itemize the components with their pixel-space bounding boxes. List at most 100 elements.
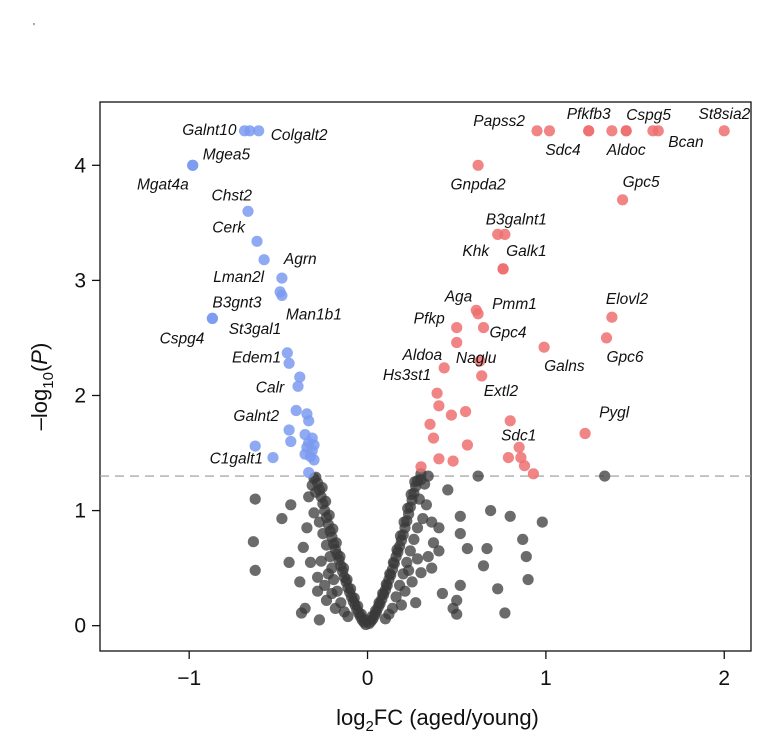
ns-point [411, 522, 424, 534]
ns-point [520, 551, 532, 563]
ns-point [599, 470, 611, 482]
gene-label-naglu: Naglu [456, 350, 497, 367]
up-point [476, 370, 488, 382]
ns-point [301, 522, 313, 534]
ns-point [342, 610, 354, 623]
gene-label-b3galnt1: B3galnt1 [486, 211, 547, 228]
ns-point [348, 592, 360, 604]
ns-point [411, 553, 424, 565]
ns-point [304, 556, 317, 569]
gene-label-lman2l: Lman2l [213, 269, 264, 286]
down-point [292, 380, 304, 392]
ns-point [406, 576, 418, 588]
y-tick-label: 2 [74, 384, 86, 407]
ns-point [327, 523, 339, 535]
ns-point [499, 607, 511, 619]
ns-point [341, 574, 353, 586]
ns-point [403, 564, 415, 577]
gene-label-pygl: Pygl [599, 405, 630, 422]
ns-point [334, 551, 346, 563]
ns-point [422, 551, 434, 563]
up-point [431, 387, 443, 399]
down-point [276, 289, 288, 301]
ns-point [485, 505, 497, 517]
ns-point [285, 499, 297, 511]
ns-point [387, 556, 399, 569]
gene-label-st3gal1: St3gal1 [229, 321, 282, 338]
gene-label-aldoc: Aldoc [606, 142, 646, 159]
gene-label-papss2: Papss2 [473, 113, 525, 130]
gene-label-gpc6: Gpc6 [607, 349, 644, 366]
x-tick-label: 2 [718, 667, 730, 690]
up-point [579, 427, 591, 440]
ns-point [377, 587, 389, 600]
ns-point [504, 510, 516, 522]
down-point [281, 347, 293, 359]
ns-point [522, 574, 534, 586]
up-point [718, 125, 730, 137]
ns-point [249, 564, 261, 577]
ns-point [481, 543, 493, 555]
ns-point [384, 568, 396, 580]
ns-point [345, 583, 357, 595]
gene-label-agrn: Agrn [283, 251, 317, 268]
up-point [451, 336, 463, 349]
gene-label-aga: Aga [444, 288, 473, 305]
down-point [242, 205, 254, 217]
ns-point [379, 613, 391, 625]
ns-point [417, 513, 429, 525]
up-point [424, 418, 436, 430]
ns-point [454, 528, 466, 540]
sig-points-group [187, 125, 730, 480]
up-point [438, 362, 450, 374]
gene-label-gpc4: Gpc4 [490, 325, 527, 342]
x-tick-label: −1 [177, 667, 201, 690]
x-axis-title-sub: 2 [365, 718, 373, 735]
gene-label-b3gnt3: B3gnt3 [212, 294, 262, 311]
up-point [617, 194, 629, 206]
ns-point [317, 528, 329, 540]
gene-label-aldoa: Aldoa [402, 347, 443, 364]
ns-point [329, 602, 341, 615]
up-point [583, 125, 595, 137]
gene-labels-group: Galnt10 Colgalt2 Mgea5 Mgat4a Chst2 Cerk Agrn L… [137, 106, 751, 468]
ns-point [297, 541, 309, 554]
x-axis-title-pre: log [336, 705, 365, 730]
up-point [427, 432, 440, 444]
down-point [276, 272, 288, 284]
gene-label-pmm1: Pmm1 [492, 296, 537, 313]
up-point [477, 322, 490, 334]
gene-label-cerk: Cerk [212, 219, 246, 236]
ns-point [433, 522, 445, 534]
gene-label-galnt2: Galnt2 [233, 408, 279, 425]
gene-label-cspg5: Cspg5 [626, 107, 671, 124]
gene-label-sdc4: Sdc4 [545, 142, 581, 159]
ns-point [322, 568, 334, 580]
up-point [447, 455, 459, 467]
up-point [606, 125, 618, 137]
up-point [474, 355, 486, 367]
ns-point [472, 470, 484, 482]
ns-point [398, 516, 410, 528]
gene-label-galns: Galns [544, 358, 585, 375]
gene-label-elovl2: Elovl2 [606, 291, 649, 308]
ns-point [433, 545, 445, 557]
plot-frame [99, 101, 752, 652]
ns-point [283, 556, 295, 569]
ns-point [427, 537, 440, 549]
up-point [472, 308, 484, 320]
ns-point [420, 499, 432, 511]
ns-point [373, 597, 385, 609]
y-tick-label: 1 [74, 500, 86, 523]
ns-point [410, 597, 422, 609]
y-axis-title-open: ( [27, 364, 52, 372]
y-axis-title-pre: –log [27, 389, 52, 431]
ns-point [313, 516, 325, 528]
ns-point [461, 543, 473, 555]
up-point [497, 263, 509, 275]
gene-label-galk1: Galk1 [506, 243, 546, 260]
down-point [294, 371, 306, 383]
down-point [244, 125, 256, 137]
